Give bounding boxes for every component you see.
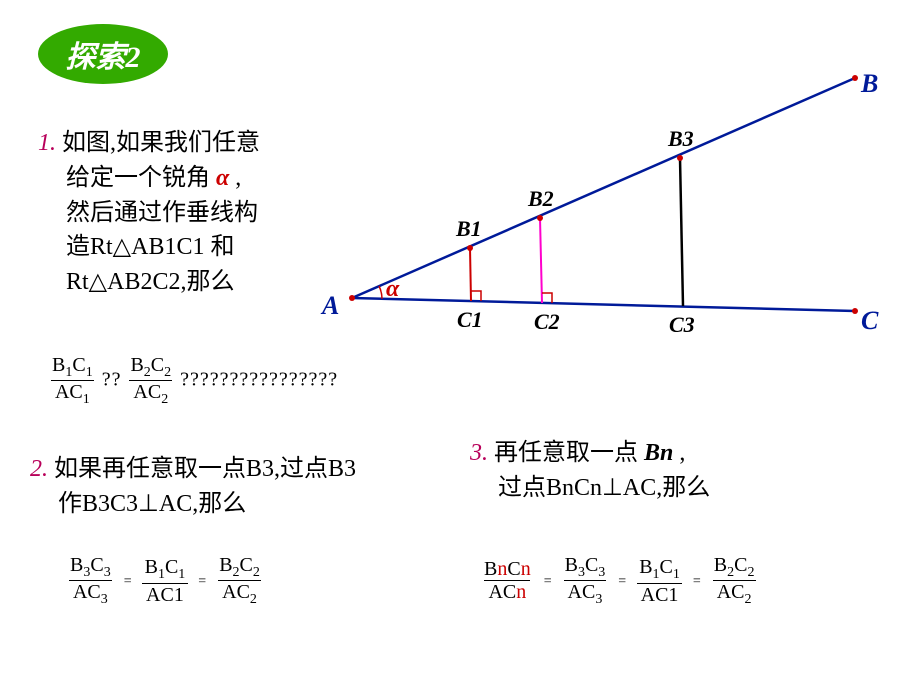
- equals-sign: =: [544, 574, 552, 589]
- item-3-line2: 过点BnCn⊥AC,那么: [470, 471, 710, 506]
- eq3-f3-den: AC1: [637, 583, 683, 606]
- eq3-frac2: B3C3 AC3: [561, 554, 610, 608]
- svg-text:C1: C1: [457, 307, 483, 332]
- triangle-diagram: α A C B B1 B2 B3 C1 C2 C3: [300, 70, 890, 350]
- eq3-frac4: B2C2 AC2: [710, 554, 759, 608]
- item-2-number: 2.: [30, 456, 48, 482]
- eq3-f1-num: BnCn: [480, 558, 535, 580]
- item-1-line4: 造Rt△AB1C1 和: [38, 230, 260, 265]
- eq3-f2-num: B3C3: [561, 554, 610, 580]
- eq2-f1-den: AC3: [69, 580, 112, 607]
- eq1-f1-num: B1C1: [48, 354, 97, 380]
- equals-sign: =: [124, 574, 132, 589]
- eq3-frac3: B1C1 AC1: [635, 556, 684, 605]
- eq2-f1-num: B3C3: [66, 554, 115, 580]
- eq2-frac1: B3C3 AC3: [66, 554, 115, 608]
- item-2-line2: 作B3C3⊥AC,那么: [30, 487, 356, 522]
- item-1-line1: 如图,如果我们任意: [62, 130, 260, 156]
- equals-sign: =: [618, 574, 626, 589]
- explore-badge: 探索2: [38, 24, 168, 84]
- item-1-line2b: ,: [235, 165, 241, 191]
- svg-text:B3: B3: [667, 126, 694, 151]
- item-3-number: 3.: [470, 440, 488, 466]
- svg-text:B1: B1: [455, 216, 482, 241]
- svg-text:C: C: [861, 306, 879, 335]
- eq2-frac3: B2C2 AC2: [215, 554, 264, 608]
- eq1-f2-num: B2C2: [126, 354, 175, 380]
- equals-sign: =: [693, 574, 701, 589]
- item-1-line2a: 给定一个锐角: [66, 165, 216, 191]
- svg-text:C3: C3: [669, 312, 695, 337]
- eq3-f1-den: ACn: [484, 580, 530, 603]
- eq3-f4-num: B2C2: [710, 554, 759, 580]
- svg-text:α: α: [386, 276, 400, 302]
- svg-text:B2: B2: [527, 186, 554, 211]
- item-2: 2. 如果再任意取一点B3,过点B3 作B3C3⊥AC,那么: [30, 452, 356, 522]
- badge-text: 探索2: [66, 32, 141, 76]
- equation-3: BnCn ACn = B3C3 AC3 = B1C1 AC1 = B2C2 AC…: [480, 554, 758, 608]
- svg-text:C2: C2: [534, 309, 560, 334]
- eq1-mid-q: ??: [102, 368, 122, 390]
- item-3: 3. 再任意取一点 Bn , 过点BnCn⊥AC,那么: [470, 436, 710, 506]
- eq3-f2-den: AC3: [564, 580, 607, 607]
- item-3-line1b: ,: [679, 440, 685, 466]
- item-1-number: 1.: [38, 130, 56, 156]
- equals-sign: =: [198, 574, 206, 589]
- eq1-frac1: B1C1 AC1: [48, 354, 97, 408]
- equation-2: B3C3 AC3 = B1C1 AC1 = B2C2 AC2: [66, 554, 264, 608]
- alpha-symbol: α: [216, 165, 229, 191]
- eq2-frac2: B1C1 AC1: [141, 556, 190, 605]
- item-1: 1. 如图,如果我们任意 给定一个锐角 α , 然后通过作垂线构 造Rt△AB1…: [38, 126, 260, 300]
- item-3-bn: Bn: [644, 440, 673, 466]
- eq1-f2-den: AC2: [129, 380, 172, 407]
- svg-text:A: A: [320, 291, 339, 320]
- eq1-tail-q: ????????????????: [180, 368, 338, 390]
- eq2-f2-den: AC1: [142, 583, 188, 606]
- item-1-line5: Rt△AB2C2,那么: [38, 265, 260, 300]
- item-1-line3: 然后通过作垂线构: [38, 196, 260, 231]
- eq3-frac1: BnCn ACn: [480, 558, 535, 603]
- eq1-f1-den: AC1: [51, 380, 94, 407]
- item-3-line1a: 再任意取一点: [494, 440, 644, 466]
- eq3-f3-num: B1C1: [635, 556, 684, 582]
- eq2-f3-num: B2C2: [215, 554, 264, 580]
- eq1-frac2: B2C2 AC2: [126, 354, 175, 408]
- eq3-f4-den: AC2: [713, 580, 756, 607]
- eq2-f2-num: B1C1: [141, 556, 190, 582]
- item-2-line1: 如果再任意取一点B3,过点B3: [54, 456, 356, 482]
- svg-text:B: B: [860, 70, 878, 98]
- eq2-f3-den: AC2: [218, 580, 261, 607]
- equation-1: B1C1 AC1 ?? B2C2 AC2 ????????????????: [48, 354, 338, 408]
